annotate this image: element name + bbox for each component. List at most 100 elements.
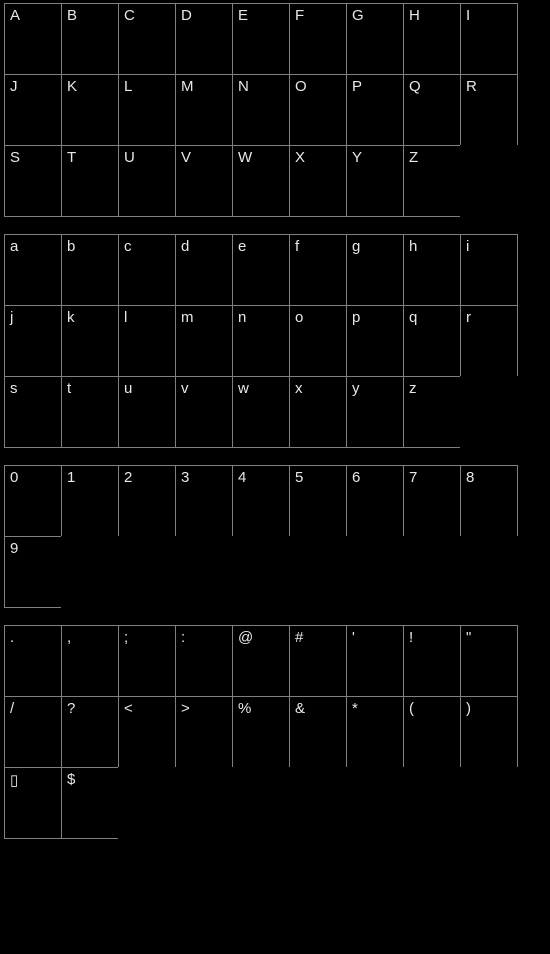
glyph-cell: A bbox=[4, 3, 62, 75]
glyph-label: F bbox=[290, 4, 346, 27]
glyph-cell: & bbox=[289, 696, 347, 768]
glyph-cell: t bbox=[61, 376, 119, 448]
glyph-label: Z bbox=[404, 146, 460, 169]
glyph-cell: d bbox=[175, 234, 233, 306]
glyph-cell: Q bbox=[403, 74, 461, 146]
glyph-row: 9 bbox=[4, 537, 550, 608]
glyph-cell: h bbox=[403, 234, 461, 306]
glyph-cell: % bbox=[232, 696, 290, 768]
glyph-cell: / bbox=[4, 696, 62, 768]
glyph-label: s bbox=[5, 377, 61, 400]
glyph-label: 3 bbox=[176, 466, 232, 489]
glyph-label: > bbox=[176, 697, 232, 720]
glyph-label: 2 bbox=[119, 466, 175, 489]
glyph-cell: R bbox=[460, 74, 518, 146]
glyph-row: .,;:@#'!" bbox=[4, 626, 550, 697]
glyph-cell: X bbox=[289, 145, 347, 217]
glyph-cell: 2 bbox=[118, 465, 176, 537]
glyph-label: . bbox=[5, 626, 61, 649]
glyph-cell: F bbox=[289, 3, 347, 75]
glyph-label: Q bbox=[404, 75, 460, 98]
glyph-cell: * bbox=[346, 696, 404, 768]
glyph-cell: < bbox=[118, 696, 176, 768]
glyph-label: i bbox=[461, 235, 517, 258]
glyph-cell: g bbox=[346, 234, 404, 306]
glyph-cell: V bbox=[175, 145, 233, 217]
glyph-cell: o bbox=[289, 305, 347, 377]
glyph-label: 8 bbox=[461, 466, 517, 489]
glyph-cell: " bbox=[460, 625, 518, 697]
glyph-row: stuvwxyz bbox=[4, 377, 550, 448]
glyph-label: P bbox=[347, 75, 403, 98]
empty-cell bbox=[289, 767, 347, 839]
glyph-label: X bbox=[290, 146, 346, 169]
glyph-label: $ bbox=[62, 768, 118, 791]
glyph-cell: z bbox=[403, 376, 461, 448]
glyph-cell: J bbox=[4, 74, 62, 146]
glyph-label: < bbox=[119, 697, 175, 720]
glyph-cell: N bbox=[232, 74, 290, 146]
glyph-label: J bbox=[5, 75, 61, 98]
glyph-cell: 1 bbox=[61, 465, 119, 537]
glyph-label: S bbox=[5, 146, 61, 169]
empty-cell bbox=[460, 376, 518, 448]
glyph-cell: e bbox=[232, 234, 290, 306]
glyph-cell: # bbox=[289, 625, 347, 697]
empty-cell bbox=[460, 536, 518, 608]
glyph-cell: x bbox=[289, 376, 347, 448]
glyph-label: M bbox=[176, 75, 232, 98]
glyph-label: 6 bbox=[347, 466, 403, 489]
empty-cell bbox=[346, 767, 404, 839]
glyph-label: % bbox=[233, 697, 289, 720]
glyph-label: g bbox=[347, 235, 403, 258]
empty-cell bbox=[61, 536, 119, 608]
glyph-cell: @ bbox=[232, 625, 290, 697]
glyph-label: ( bbox=[404, 697, 460, 720]
glyph-label: a bbox=[5, 235, 61, 258]
empty-cell bbox=[232, 767, 290, 839]
glyph-cell: D bbox=[175, 3, 233, 75]
glyph-cell: r bbox=[460, 305, 518, 377]
glyph-cell: a bbox=[4, 234, 62, 306]
glyph-label: N bbox=[233, 75, 289, 98]
glyph-label: q bbox=[404, 306, 460, 329]
glyph-cell: m bbox=[175, 305, 233, 377]
glyph-cell: i bbox=[460, 234, 518, 306]
glyph-cell: . bbox=[4, 625, 62, 697]
glyph-cell: n bbox=[232, 305, 290, 377]
glyph-cell: L bbox=[118, 74, 176, 146]
glyph-label: @ bbox=[233, 626, 289, 649]
glyph-cell: 5 bbox=[289, 465, 347, 537]
glyph-cell: c bbox=[118, 234, 176, 306]
glyph-label: u bbox=[119, 377, 175, 400]
glyph-group-symbols: .,;:@#'!"/?<>%&*()▯$ bbox=[4, 626, 550, 839]
glyph-label: V bbox=[176, 146, 232, 169]
glyph-cell: O bbox=[289, 74, 347, 146]
glyph-label: b bbox=[62, 235, 118, 258]
empty-cell bbox=[403, 767, 461, 839]
glyph-cell: s bbox=[4, 376, 62, 448]
glyph-cell: 9 bbox=[4, 536, 62, 608]
glyph-label: 4 bbox=[233, 466, 289, 489]
glyph-label: f bbox=[290, 235, 346, 258]
character-map-chart: ABCDEFGHIJKLMNOPQRSTUVWXYZabcdefghijklmn… bbox=[4, 4, 550, 839]
glyph-cell: Y bbox=[346, 145, 404, 217]
glyph-cell: M bbox=[175, 74, 233, 146]
glyph-cell: S bbox=[4, 145, 62, 217]
glyph-label: w bbox=[233, 377, 289, 400]
glyph-label: 0 bbox=[5, 466, 61, 489]
glyph-label: j bbox=[5, 306, 61, 329]
glyph-cell: H bbox=[403, 3, 461, 75]
glyph-cell: 6 bbox=[346, 465, 404, 537]
empty-cell bbox=[289, 536, 347, 608]
glyph-cell: Z bbox=[403, 145, 461, 217]
empty-cell bbox=[403, 536, 461, 608]
glyph-label: ! bbox=[404, 626, 460, 649]
glyph-cell: v bbox=[175, 376, 233, 448]
glyph-label: d bbox=[176, 235, 232, 258]
glyph-cell: y bbox=[346, 376, 404, 448]
glyph-label: / bbox=[5, 697, 61, 720]
glyph-group-uppercase: ABCDEFGHIJKLMNOPQRSTUVWXYZ bbox=[4, 4, 550, 217]
glyph-row: 012345678 bbox=[4, 466, 550, 537]
glyph-label: m bbox=[176, 306, 232, 329]
